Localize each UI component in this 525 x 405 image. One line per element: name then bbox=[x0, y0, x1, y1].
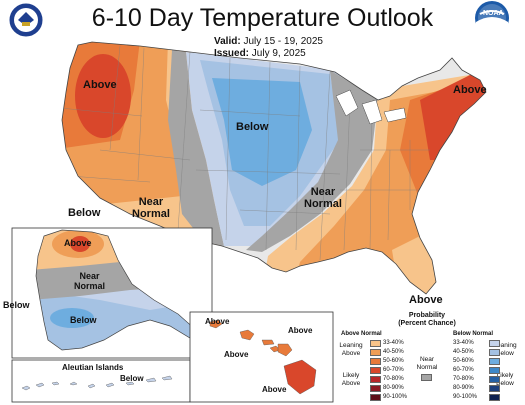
legend-leaning-above: Leaning Above bbox=[339, 342, 363, 357]
legend-leaning-below: Leaning Below bbox=[493, 342, 517, 357]
above-legend-swatch bbox=[370, 385, 381, 392]
below-legend-range: 33-40% bbox=[453, 340, 474, 346]
above-legend-swatch bbox=[370, 376, 381, 383]
label-aleutian-below: Below bbox=[120, 374, 144, 383]
above-legend-swatch bbox=[370, 367, 381, 374]
below-legend-row: 60-70% bbox=[453, 367, 500, 375]
label-northeast-above: Above bbox=[453, 84, 487, 96]
above-legend-swatch bbox=[370, 340, 381, 347]
above-legend-swatch bbox=[370, 349, 381, 356]
legend-near-label: Near Normal bbox=[416, 356, 438, 371]
above-legend-row: 40-50% bbox=[370, 349, 416, 357]
valid-label: Valid: bbox=[214, 36, 241, 47]
below-legend-row: 90-100% bbox=[453, 394, 500, 402]
valid-value: July 15 - 19, 2025 bbox=[243, 36, 323, 47]
label-west-above: Above bbox=[83, 79, 117, 91]
label-hawaii-above-4: Above bbox=[262, 385, 287, 394]
legend-title: Probability (Percent Chance) bbox=[398, 312, 456, 327]
below-legend-row: 70-80% bbox=[453, 376, 500, 384]
below-legend-range: 60-70% bbox=[453, 367, 474, 373]
below-legend-range: 90-100% bbox=[453, 394, 478, 400]
below-legend-range: 50-60% bbox=[453, 358, 474, 364]
below-legend-row: 50-60% bbox=[453, 358, 500, 366]
above-legend-row: 80-90% bbox=[370, 385, 416, 393]
below-legend-swatch bbox=[489, 358, 500, 365]
issued-value: July 9, 2025 bbox=[251, 48, 306, 59]
legend-likely-above: Likely Above bbox=[341, 372, 361, 387]
label-hawaii-above-1: Above bbox=[205, 317, 230, 326]
above-legend-row: 50-60% bbox=[370, 358, 416, 366]
label-near-normal-east: Near Normal bbox=[304, 186, 342, 210]
label-hawaii-above-2: Above bbox=[288, 326, 313, 335]
legend: Probability (Percent Chance) Above Norma… bbox=[335, 312, 525, 405]
issued-label: Issued: bbox=[214, 48, 250, 59]
noaa-logo-icon bbox=[475, 1, 509, 37]
above-legend-row: 90-100% bbox=[370, 394, 416, 402]
above-legend-range: 60-70% bbox=[383, 367, 404, 373]
below-legend-swatch bbox=[489, 376, 500, 383]
below-legend-range: 80-90% bbox=[453, 385, 474, 391]
issued-date: Issued: July 9, 2025 bbox=[214, 48, 306, 59]
above-legend-row: 60-70% bbox=[370, 367, 416, 375]
label-alaska-below-left: Below bbox=[3, 300, 30, 310]
label-west-below: Below bbox=[68, 207, 101, 219]
label-center-below: Below bbox=[236, 121, 269, 133]
above-legend-range: 50-60% bbox=[383, 358, 404, 364]
above-legend-row: 33-40% bbox=[370, 340, 416, 348]
above-legend-swatch bbox=[370, 394, 381, 401]
below-legend-swatch bbox=[489, 385, 500, 392]
legend-likely-below: Likely Below bbox=[496, 372, 514, 387]
label-alaska-below-south: Below bbox=[70, 315, 97, 325]
above-legend-swatch bbox=[370, 358, 381, 365]
legend-below-header: Below Normal bbox=[453, 331, 494, 337]
above-legend-range: 90-100% bbox=[383, 394, 408, 400]
above-legend-row: 70-80% bbox=[370, 376, 416, 384]
above-legend-range: 80-90% bbox=[383, 385, 404, 391]
below-legend-row: 80-90% bbox=[453, 385, 500, 393]
noaa-logo-text: NOAA bbox=[483, 10, 504, 17]
legend-near-swatch bbox=[421, 374, 432, 381]
below-legend-swatch bbox=[489, 394, 500, 401]
below-legend-swatch bbox=[489, 340, 500, 347]
above-legend-range: 33-40% bbox=[383, 340, 404, 346]
below-legend-swatch bbox=[489, 367, 500, 374]
aleutian-inset bbox=[11, 359, 191, 403]
legend-above-header: Above Normal bbox=[341, 331, 382, 337]
below-legend-row: 33-40% bbox=[453, 340, 500, 348]
below-legend-swatch bbox=[489, 349, 500, 356]
below-legend-range: 40-50% bbox=[453, 349, 474, 355]
page-title: 6-10 Day Temperature Outlook bbox=[91, 4, 434, 32]
above-legend-range: 40-50% bbox=[383, 349, 404, 355]
label-alaska-near-normal: Near Normal bbox=[74, 271, 106, 291]
label-alaska-above: Above bbox=[64, 238, 92, 248]
below-legend-row: 40-50% bbox=[453, 349, 500, 357]
commerce-seal-icon bbox=[8, 2, 44, 38]
label-southeast-above: Above bbox=[409, 294, 443, 306]
valid-dates: Valid: July 15 - 19, 2025 bbox=[214, 36, 323, 47]
label-near-normal-west: Near Normal bbox=[132, 196, 170, 220]
aleutian-title: Aleutian Islands bbox=[62, 363, 124, 372]
below-legend-range: 70-80% bbox=[453, 376, 474, 382]
hawaii-islands bbox=[209, 319, 317, 395]
great-lakes bbox=[335, 89, 407, 125]
label-hawaii-above-3: Above bbox=[224, 350, 249, 359]
above-legend-range: 70-80% bbox=[383, 376, 404, 382]
